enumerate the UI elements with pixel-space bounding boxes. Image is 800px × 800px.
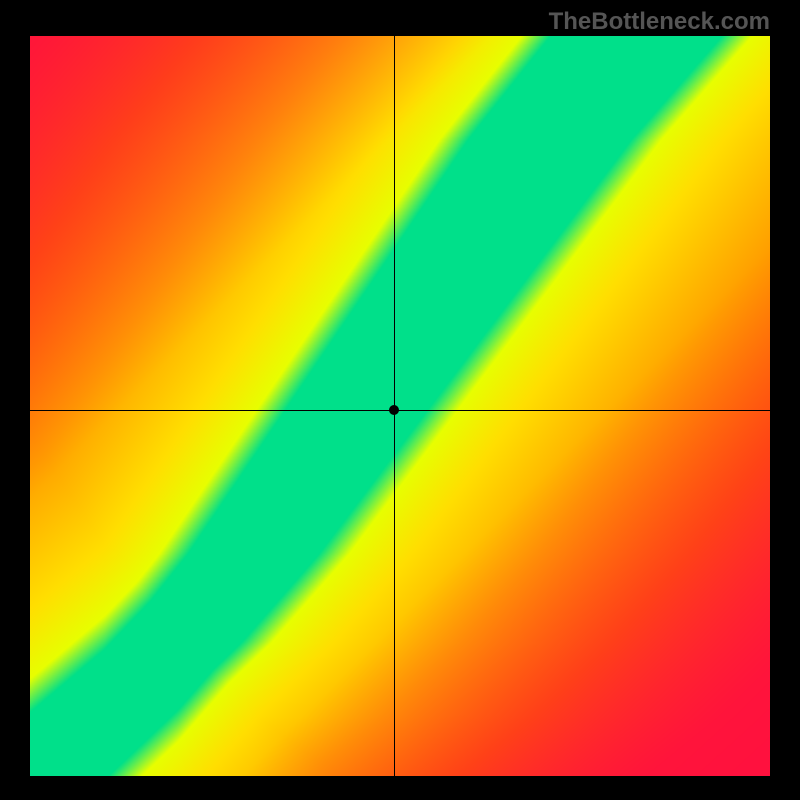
crosshair-marker [389, 405, 399, 415]
heatmap-plot [30, 36, 770, 776]
crosshair-horizontal [30, 410, 770, 411]
heatmap-canvas [30, 36, 770, 776]
watermark-text: TheBottleneck.com [549, 8, 770, 36]
